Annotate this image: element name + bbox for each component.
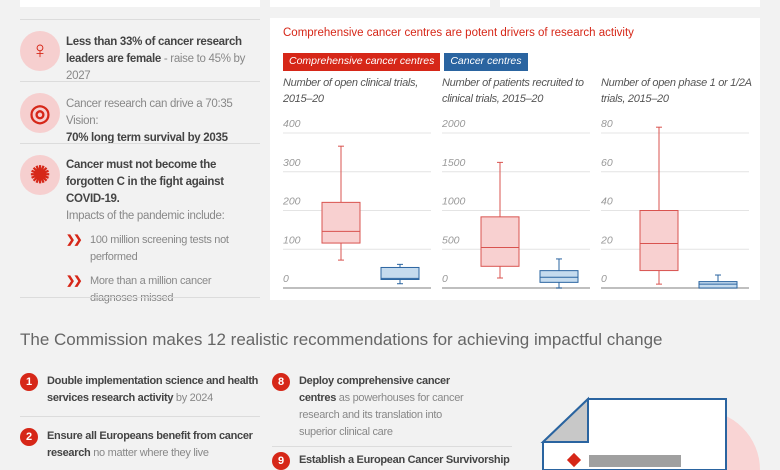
panel-title-trials: Number of open clinical trials, 2015–20 [283, 77, 418, 105]
tick-label: 20 [600, 234, 613, 246]
rec-number-9: 9 [272, 452, 290, 470]
box [480, 216, 520, 267]
box-plots: 0 100 200 300 400 0 500 1000 1500 2000 0 20 40 60 80 [282, 118, 749, 289]
tick-label: 40 [601, 196, 613, 208]
tick-label: 0 [601, 273, 607, 285]
tick-label: 0 [283, 273, 289, 285]
rec-2: Ensure all Europeans benefit from cancer… [47, 430, 253, 459]
tick-label: 1000 [442, 196, 466, 208]
panel-title-phase1: Number of open phase 1 or 1/2A trials, 2… [601, 77, 752, 105]
diamond-icon [566, 452, 582, 468]
rec-number-2: 2 [20, 428, 38, 446]
rec-1: Double implementation science and health… [47, 375, 259, 404]
bullet-screening: 100 million screening tests not performe… [90, 234, 229, 263]
legend: Comprehensive cancer centres Cancer cent… [283, 53, 528, 71]
bullet-diagnoses: More than a million cancer diagnoses mis… [90, 275, 212, 304]
rec-8: Deploy comprehensive cancer centres as p… [299, 375, 464, 438]
tick-label: 2000 [441, 118, 466, 130]
divider [20, 416, 260, 417]
tick-label: 0 [442, 273, 448, 285]
box [380, 266, 420, 280]
top-card-mid [270, 0, 490, 7]
divider [20, 143, 260, 144]
panel-title-patients: Number of patients recruited to clinical… [442, 77, 584, 105]
bullet-row: ❯❯ More than a million cancer diagnoses … [66, 273, 262, 307]
chart-title: Comprehensive cancer centres are potent … [283, 27, 634, 39]
chart-panel: Comprehensive cancer centres are potent … [270, 18, 760, 300]
document-page [542, 398, 727, 470]
chevrons-icon: ❯❯ [66, 275, 82, 287]
rec-number-8: 8 [272, 373, 290, 391]
box [321, 201, 361, 244]
tick-label: 1500 [442, 157, 466, 169]
document-fold [540, 396, 589, 443]
tick-label: 500 [442, 234, 460, 246]
bullet-row: ❯❯ 100 million screening tests not perfo… [66, 232, 262, 266]
tick-label: 80 [601, 118, 613, 130]
top-card-right [500, 0, 760, 7]
target-icon: ◎ [20, 93, 60, 133]
virus-icon: ✺ [20, 155, 60, 195]
rec-9: Establish a European Cancer Survivorship [299, 454, 510, 466]
rec-number-1: 1 [20, 373, 38, 391]
tick-label: 60 [601, 157, 613, 169]
box [698, 281, 738, 289]
divider [20, 297, 260, 298]
divider [272, 446, 512, 447]
decor-circle [640, 410, 760, 470]
divider [20, 19, 260, 20]
recommendations-heading: The Commission makes 12 realistic recomm… [20, 330, 663, 349]
tick-label: 200 [282, 196, 301, 208]
fact-covid: Cancer must not become the forgotten C i… [66, 157, 262, 307]
document-bar [589, 455, 681, 467]
legend-comprehensive: Comprehensive cancer centres [283, 53, 441, 71]
box [539, 270, 579, 283]
tick-label: 300 [283, 157, 301, 169]
box [639, 210, 679, 272]
female-symbol-icon: ♀ [20, 31, 60, 71]
top-card-left [20, 0, 260, 7]
fact-female-leaders: Less than 33% of cancer research leaders… [66, 36, 246, 82]
chevrons-icon: ❯❯ [66, 234, 82, 246]
fact-vision: Cancer research can drive a 70:35 Vision… [66, 98, 233, 144]
tick-label: 400 [283, 118, 301, 130]
divider [20, 81, 260, 82]
tick-label: 100 [283, 234, 301, 246]
legend-cancer-centres: Cancer centres [444, 53, 528, 71]
